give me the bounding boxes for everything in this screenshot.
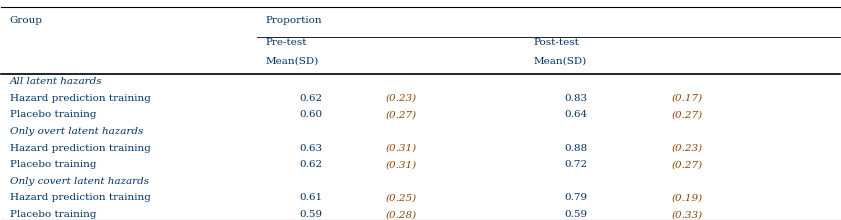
Text: Placebo training: Placebo training [10, 160, 96, 169]
Text: Placebo training: Placebo training [10, 110, 96, 119]
Text: (0.19): (0.19) [672, 193, 703, 202]
Text: All latent hazards: All latent hazards [10, 77, 103, 86]
Text: (0.31): (0.31) [385, 143, 416, 152]
Text: (0.23): (0.23) [385, 94, 416, 103]
Text: 0.63: 0.63 [299, 143, 322, 152]
Text: 0.62: 0.62 [299, 94, 322, 103]
Text: 0.59: 0.59 [299, 210, 322, 219]
Text: Hazard prediction training: Hazard prediction training [10, 94, 151, 103]
Text: (0.33): (0.33) [672, 210, 703, 219]
Text: (0.23): (0.23) [672, 143, 703, 152]
Text: Only overt latent hazards: Only overt latent hazards [10, 127, 143, 136]
Text: (0.27): (0.27) [672, 160, 703, 169]
Text: 0.88: 0.88 [564, 143, 588, 152]
Text: 0.72: 0.72 [564, 160, 588, 169]
Text: 0.61: 0.61 [299, 193, 322, 202]
Text: 0.62: 0.62 [299, 160, 322, 169]
Text: 0.83: 0.83 [564, 94, 588, 103]
Text: Mean(SD): Mean(SD) [534, 56, 587, 65]
Text: (0.31): (0.31) [385, 160, 416, 169]
Text: 0.59: 0.59 [564, 210, 588, 219]
Text: Post-test: Post-test [534, 38, 579, 47]
Text: (0.27): (0.27) [672, 110, 703, 119]
Text: 0.60: 0.60 [299, 110, 322, 119]
Text: Mean(SD): Mean(SD) [266, 56, 319, 65]
Text: (0.17): (0.17) [672, 94, 703, 103]
Text: Pre-test: Pre-test [266, 38, 307, 47]
Text: Hazard prediction training: Hazard prediction training [10, 143, 151, 152]
Text: Group: Group [10, 16, 43, 25]
Text: Only covert latent hazards: Only covert latent hazards [10, 177, 149, 186]
Text: (0.25): (0.25) [385, 193, 416, 202]
Text: (0.28): (0.28) [385, 210, 416, 219]
Text: Hazard prediction training: Hazard prediction training [10, 193, 151, 202]
Text: Placebo training: Placebo training [10, 210, 96, 219]
Text: (0.27): (0.27) [385, 110, 416, 119]
Text: 0.79: 0.79 [564, 193, 588, 202]
Text: 0.64: 0.64 [564, 110, 588, 119]
Text: Proportion: Proportion [266, 16, 322, 25]
